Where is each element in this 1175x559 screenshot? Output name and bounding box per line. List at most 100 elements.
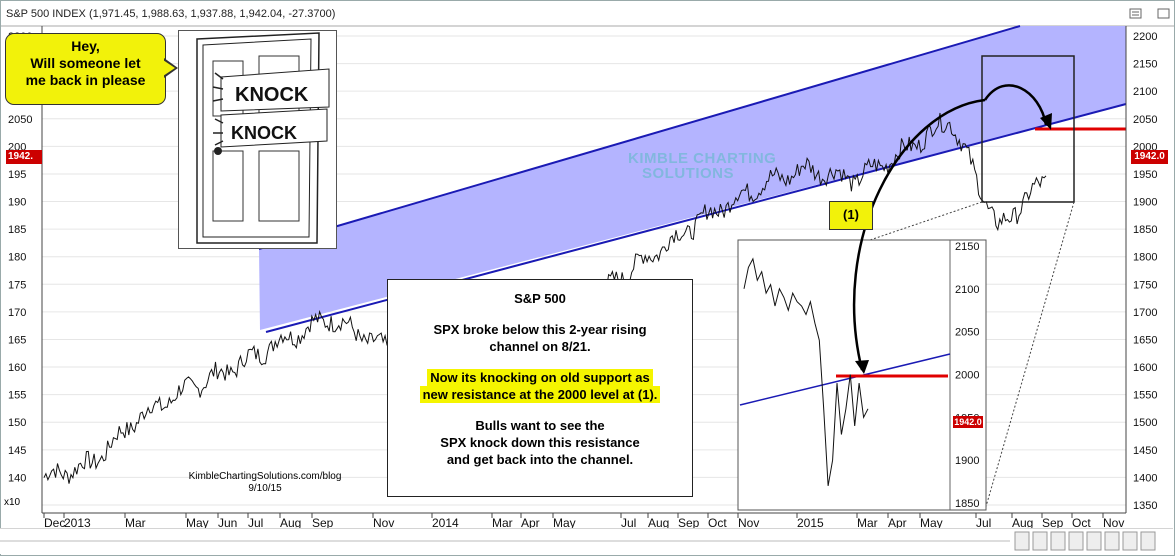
toolbar-button-1 [1014, 531, 1030, 551]
right-tick-label: 1900 [1133, 197, 1157, 209]
x-tick-label: Mar [857, 516, 878, 530]
inset-tick-label: 1900 [955, 455, 979, 467]
x-tick-label: Sep [312, 516, 334, 530]
right-axis-ticks: 2200215021002050200019501900185018001750… [1133, 31, 1157, 512]
right-tick-label: 1800 [1133, 252, 1157, 264]
inset-channel-line [739, 353, 951, 406]
toolbar-button-5 [1086, 531, 1102, 551]
left-tick-label: 140 [8, 472, 26, 484]
credit-line-1: KimbleChartingSolutions.com/blog [188, 471, 342, 482]
x-tick-label: Dec [44, 516, 65, 530]
x-tick-label: May [553, 516, 576, 530]
inset-tick-label: 2000 [955, 370, 979, 382]
note-line-1: SPX broke below this 2-year rising [433, 322, 647, 337]
bottom-toolbar[interactable] [0, 527, 1173, 554]
last-price-badge-left: 1942. [6, 150, 42, 164]
right-tick-label: 1600 [1133, 362, 1157, 374]
left-tick-label: 180 [8, 252, 26, 264]
inset-price-line [743, 257, 869, 486]
left-tick-label: 175 [8, 279, 26, 291]
note-line-2: channel on 8/21. [489, 339, 591, 354]
toolbar-button-6 [1104, 531, 1120, 551]
toolbar-button-4 [1068, 531, 1084, 551]
bubble-line-2: Will someone let [30, 55, 141, 71]
channel-fill [259, 26, 1126, 330]
right-tick-label: 2050 [1133, 114, 1157, 126]
left-tick-label: 170 [8, 307, 26, 319]
credit-line-2: 9/10/15 [248, 483, 282, 494]
x-tick-label: 2014 [432, 516, 459, 530]
right-tick-label: 2200 [1133, 31, 1157, 43]
x-tick-label: Jun [218, 516, 237, 530]
arrowhead-bottom [855, 360, 869, 374]
door-drawing: KNOCK KNOCK [196, 32, 330, 244]
arrowhead-top [1040, 113, 1052, 130]
speech-bubble: Hey, Will someone let me back in please [5, 33, 166, 105]
note-line-5: Bulls want to see the [475, 418, 605, 433]
credit-text: KimbleChartingSolutions.com/blog 9/10/15 [165, 471, 365, 495]
bubble-line-3: me back in please [25, 72, 146, 88]
left-tick-label: 185 [8, 224, 26, 236]
callout-tag: (1) [829, 201, 873, 230]
commentary-box: S&P 500 SPX broke below this 2-year risi… [387, 279, 693, 497]
right-tick-label: 1700 [1133, 307, 1157, 319]
right-tick-label: 1950 [1133, 169, 1157, 181]
bubble-tail-fill [163, 60, 175, 76]
x-tick-label: Jul [248, 516, 263, 530]
x-tick-label: Sep [678, 516, 700, 530]
channel-upper-line [258, 25, 1021, 250]
toolbar-button-8 [1140, 531, 1156, 551]
last-price-badge-right: 1942.0 [1131, 150, 1168, 164]
left-tick-label: 145 [8, 445, 26, 457]
last-price-badge-inset: 1942.0 [953, 416, 983, 428]
toolbar-button-2 [1032, 531, 1048, 551]
x-tick-label: 2015 [797, 516, 824, 530]
x-tick-label: Aug [280, 516, 301, 530]
zoom-box [981, 55, 1075, 203]
right-tick-label: 1550 [1133, 390, 1157, 402]
watermark-line-2: SOLUTIONS [642, 165, 735, 182]
note-title: S&P 500 [514, 291, 566, 306]
knock-text-2: KNOCK [231, 123, 297, 143]
x-tick-label: May [920, 516, 943, 530]
note-line-6: SPX knock down this resistance [440, 435, 640, 450]
x-tick-label: Aug [648, 516, 669, 530]
right-tick-label: 1750 [1133, 279, 1157, 291]
x-tick-label: May [186, 516, 209, 530]
bubble-line-1: Hey, [71, 38, 100, 54]
x-tick-label: Nov [373, 516, 394, 530]
toolbar-button-3 [1050, 531, 1066, 551]
callout-arrow-top [983, 84, 1048, 126]
right-tick-label: 2150 [1133, 59, 1157, 71]
inset-tick-label: 2050 [955, 327, 979, 339]
left-tick-label: 160 [8, 362, 26, 374]
note-line-7: and get back into the channel. [446, 452, 634, 467]
inset-tick-label: 2150 [955, 241, 979, 253]
watermark-line-1: KIMBLE CHARTING [628, 150, 777, 167]
x-scale-label: x10 [4, 497, 21, 508]
x-tick-label: Jul [621, 516, 636, 530]
right-tick-label: 2100 [1133, 86, 1157, 98]
right-tick-label: 1450 [1133, 445, 1157, 457]
x-tick-label: Oct [1072, 516, 1091, 530]
left-tick-label: 165 [8, 334, 26, 346]
x-tick-label: Apr [888, 516, 907, 530]
x-tick-label: 2013 [64, 516, 91, 530]
callout-arrow-bottom [852, 98, 986, 371]
x-tick-label: Nov [1103, 516, 1124, 530]
right-tick-label: 1400 [1133, 472, 1157, 484]
left-tick-label: 2050 [8, 114, 32, 126]
left-tick-label: 190 [8, 197, 26, 209]
header-buttons[interactable] [1129, 8, 1170, 19]
watermark: KIMBLE CHARTING SOLUTIONS [628, 151, 776, 181]
left-tick-label: 195 [8, 169, 26, 181]
x-tick-label: Mar [492, 516, 513, 530]
note-highlight-1: Now its knocking on old support as [427, 369, 653, 386]
x-tick-label: Apr [521, 516, 540, 530]
door-illustration: KNOCK KNOCK [178, 30, 337, 249]
knock-text-1: KNOCK [235, 84, 309, 106]
door-knob-icon [214, 147, 222, 155]
left-tick-label: 150 [8, 417, 26, 429]
